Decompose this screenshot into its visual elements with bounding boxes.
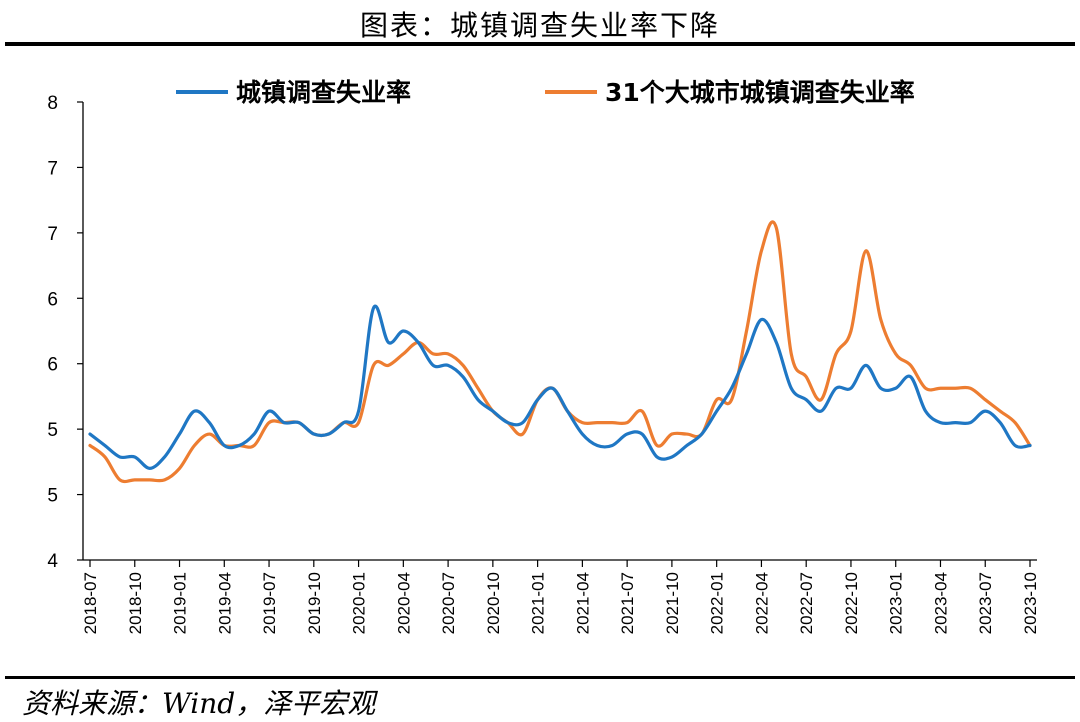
x-tick-label: 2018-07 (81, 572, 100, 634)
x-tick-label: 2023-01 (887, 572, 906, 634)
y-tick-label: 7 (47, 158, 58, 179)
x-tick-label: 2019-10 (305, 572, 324, 634)
y-tick-label: 8 (47, 93, 58, 114)
x-tick-label: 2023-04 (931, 572, 950, 634)
y-tick-label: 5 (47, 486, 58, 507)
x-tick-label: 2021-07 (618, 572, 637, 634)
x-tick-label: 2021-04 (573, 572, 592, 634)
legend-item-urban-label: 城镇调查失业率 (236, 78, 411, 107)
x-tick-label: 2023-07 (976, 572, 995, 634)
footer-rule (5, 676, 1075, 679)
y-tick-label: 4 (47, 551, 58, 572)
x-tick-label: 2022-10 (842, 572, 861, 634)
y-tick-label: 5 (47, 420, 58, 441)
title-rule (5, 42, 1075, 46)
y-axis: 8 7 7 6 6 5 5 4 (47, 93, 84, 572)
chart-title: 图表：城镇调查失业率下降 (359, 9, 720, 42)
y-tick-label: 6 (47, 355, 58, 376)
legend-item-31-cities-label: 31个大城市城镇调查失业率 (605, 78, 915, 107)
x-tick-label: 2019-07 (260, 572, 279, 634)
series-layer (88, 220, 1032, 484)
x-tick-label: 2023-10 (1021, 572, 1040, 634)
x-tick-label: 2019-01 (171, 572, 190, 634)
source-note: 资料来源：Wind，泽平宏观 (22, 687, 376, 720)
x-tick-label: 2020-10 (484, 572, 503, 634)
series-line-urban-unemployment (88, 304, 1032, 470)
x-axis: 2018-07 2018-10 2019-01 2019-04 2019-07 2019-… (81, 559, 1040, 634)
y-tick-label: 6 (47, 289, 58, 310)
legend: 城镇调查失业率 31个大城市城镇调查失业率 (176, 78, 915, 107)
x-tick-label: 2020-01 (350, 572, 369, 634)
y-tick-label: 7 (47, 224, 58, 245)
x-tick-label: 2021-01 (529, 572, 548, 634)
x-tick-label: 2019-04 (215, 572, 234, 634)
x-tick-label: 2021-10 (663, 572, 682, 634)
x-tick-label: 2022-04 (752, 572, 771, 634)
x-tick-label: 2020-07 (439, 572, 458, 634)
x-tick-label: 2018-10 (126, 572, 145, 634)
x-tick-label: 2020-04 (394, 572, 413, 634)
x-tick-label: 2022-01 (708, 572, 727, 634)
x-tick-label: 2022-07 (797, 572, 816, 634)
series-line-31-cities-unemployment (88, 220, 1032, 484)
